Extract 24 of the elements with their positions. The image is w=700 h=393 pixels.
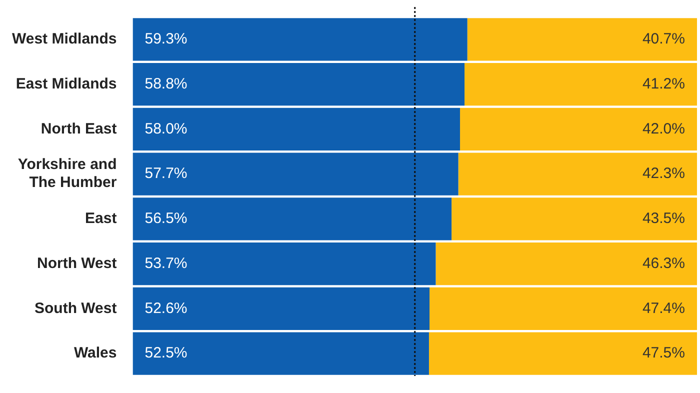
y-tick-label: South West xyxy=(34,300,117,317)
y-tick-label: East xyxy=(85,210,117,228)
y-tick-label: Wales xyxy=(74,344,117,362)
data-label: 41.2% xyxy=(642,75,685,92)
y-tick-label: North East xyxy=(40,120,117,138)
data-label: 46.3% xyxy=(642,254,685,272)
data-label: 42.3% xyxy=(642,165,685,182)
data-label: 47.4% xyxy=(642,300,685,317)
data-label: 57.7% xyxy=(144,165,188,182)
data-label: 43.5% xyxy=(642,210,685,228)
data-label: 52.6% xyxy=(144,300,188,317)
y-tick-label: East Midlands xyxy=(16,75,117,92)
data-label: 40.7% xyxy=(642,30,685,48)
data-label: 58.8% xyxy=(144,75,188,92)
data-label: 56.5% xyxy=(144,210,188,228)
y-tick-label: Yorkshire and The Humber xyxy=(18,156,117,192)
data-label: 58.0% xyxy=(144,120,188,138)
data-label: 47.5% xyxy=(642,344,685,362)
data-label: 52.5% xyxy=(144,344,188,362)
data-label: 53.7% xyxy=(144,254,188,272)
y-tick-label: West Midlands xyxy=(12,30,117,48)
data-label: 42.0% xyxy=(642,120,685,138)
y-tick-label: North West xyxy=(37,254,117,272)
data-label: 59.3% xyxy=(144,30,188,48)
